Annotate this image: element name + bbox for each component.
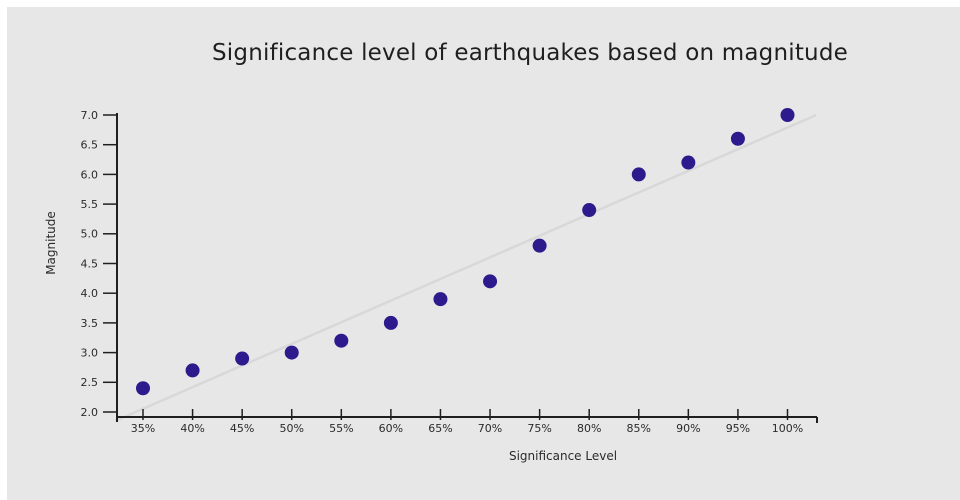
data-point [582,203,597,218]
x-tick-label: 80% [577,422,601,435]
x-tick-label: 60% [379,422,403,435]
y-tick-label: 2.0 [81,406,99,419]
x-tick-label: 45% [230,422,254,435]
x-tick-label: 75% [527,422,551,435]
trend-line [114,113,817,423]
data-point [483,274,498,289]
y-tick-label: 6.5 [81,139,99,152]
x-tick-label: 90% [676,422,700,435]
y-tick-label: 4.5 [81,257,99,270]
y-tick-label: 5.0 [81,228,99,241]
chart-title: Significance level of earthquakes based … [212,40,848,66]
scatter-plot: 35% 40% 45% 50% 55% 60% 65% 70% 75% 80% 85% 90% 95% 1… [44,108,818,463]
ticks-layer: 35% 40% 45% 50% 55% 60% 65% 70% 75% 80% 85% 90% 95% 1… [81,109,804,435]
y-tick-label: 7.0 [81,109,99,122]
y-tick-label: 3.0 [81,346,99,359]
x-tick-label: 35% [131,422,155,435]
y-tick-label: 3.5 [81,317,99,330]
x-tick-label: 40% [180,422,204,435]
x-axis-title: Significance Level [509,449,617,463]
trendline-layer [114,113,817,423]
data-point [730,131,745,146]
x-tick-label: 95% [726,422,750,435]
y-tick-label: 2.5 [81,376,99,389]
data-point [681,155,696,170]
x-tick-label: 55% [329,422,353,435]
y-axis-title: Magnitude [44,211,58,275]
x-tick-label: 65% [428,422,452,435]
x-tick-label: 50% [280,422,304,435]
data-point [780,108,795,122]
data-point [136,381,150,396]
chart-canvas: Significance level of earthquakes based … [7,7,960,500]
x-tick-label: 100% [772,422,803,435]
x-tick-label: 70% [478,422,502,435]
x-tick-label: 85% [627,422,651,435]
data-point [383,315,398,330]
data-point [284,345,299,360]
y-tick-label: 6.0 [81,168,99,181]
data-point [532,238,547,253]
data-point [334,333,349,348]
data-points-layer [136,108,795,396]
data-point [185,363,200,378]
data-point [235,351,250,366]
data-point [631,167,646,182]
y-tick-label: 5.5 [81,198,99,211]
y-tick-label: 4.0 [81,287,99,300]
data-point [433,292,448,307]
axes-layer [116,113,818,423]
